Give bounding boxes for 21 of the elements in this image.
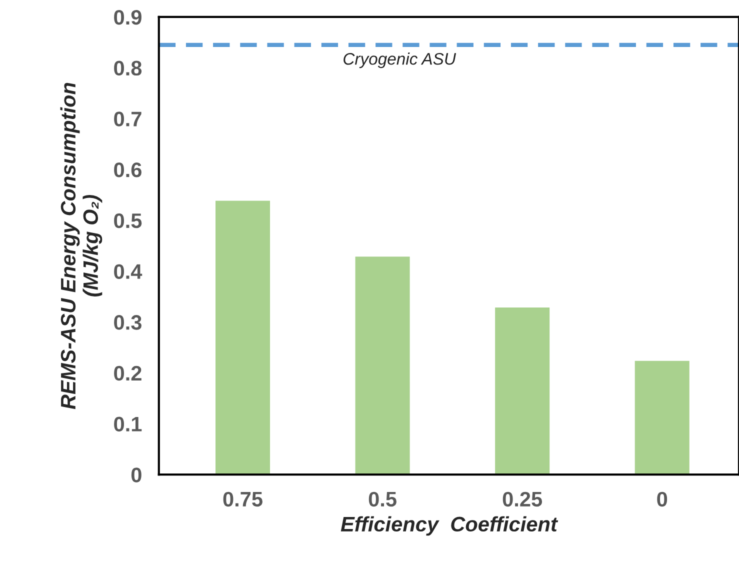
y-tick-label: 0.5 bbox=[114, 213, 142, 228]
y-tick-label: 0.7 bbox=[114, 112, 142, 126]
bar bbox=[494, 306, 551, 475]
bar bbox=[214, 199, 272, 475]
x-tick-label: 0.75 bbox=[223, 492, 262, 507]
y-tick-label: 0.6 bbox=[114, 162, 142, 178]
y-tick-label: 0.3 bbox=[114, 315, 142, 330]
y-tick-label: 0.8 bbox=[114, 60, 142, 76]
bar bbox=[354, 255, 412, 475]
y-axis-title: REMS-ASU Energy Consumption (MJ/kg O₂) bbox=[60, 82, 102, 410]
y-tick-label: 0.4 bbox=[114, 264, 142, 279]
x-tick-label: 0.25 bbox=[502, 492, 542, 507]
ref-line-label: Cryogenic ASU bbox=[344, 52, 456, 68]
y-tick-label: 0.9 bbox=[114, 10, 142, 25]
bar bbox=[633, 359, 691, 475]
y-tick-label: 0.1 bbox=[114, 416, 142, 432]
x-axis-title: Efficiency Coefficient bbox=[340, 516, 558, 536]
x-tick-label: 0.5 bbox=[368, 492, 396, 507]
y-tick-label: 0.2 bbox=[114, 366, 142, 381]
y-tick-label: 0 bbox=[131, 468, 142, 482]
x-tick-label: 0 bbox=[657, 492, 668, 507]
